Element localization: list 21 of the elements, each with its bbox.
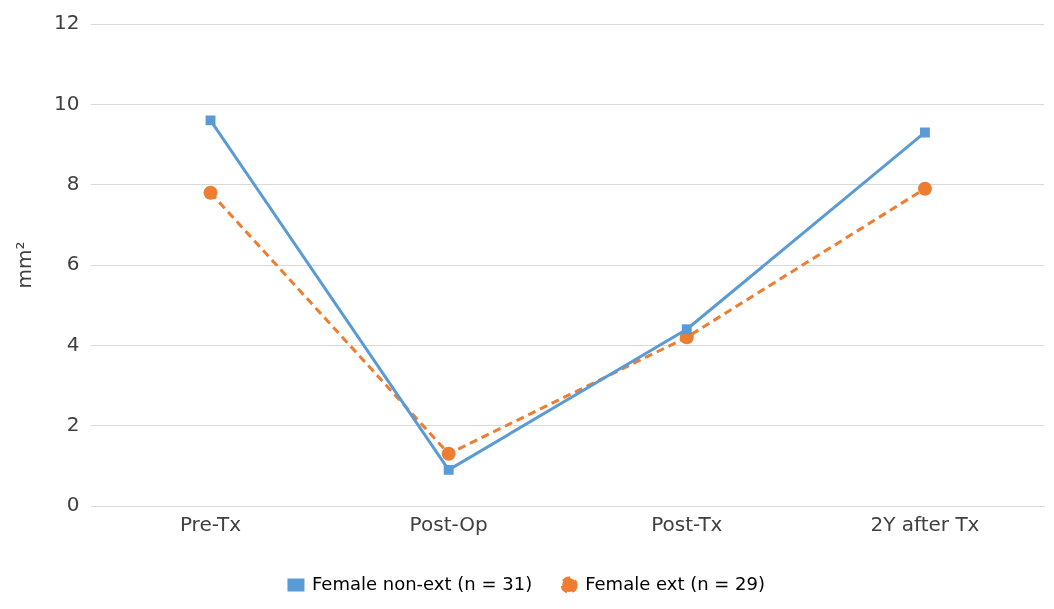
y-axis-title: mm² [12, 241, 37, 289]
y-tick-label: 12 [54, 10, 80, 35]
point [917, 181, 932, 196]
y-tick-label: 6 [66, 251, 80, 276]
point [443, 464, 454, 475]
point [441, 446, 456, 461]
x-tick-label: Post-Tx [651, 512, 723, 537]
legend-label: Female ext (n = 29) [585, 572, 766, 594]
point [681, 324, 692, 335]
point [205, 115, 216, 126]
point [919, 127, 930, 138]
y-tick-label: 10 [54, 90, 80, 115]
legend-label: Female non-ext (n = 31) [311, 572, 533, 594]
y-tick-label: 2 [66, 411, 80, 436]
x-tick-label: 2Y after Tx [870, 512, 980, 537]
point [203, 185, 218, 200]
y-tick-label: 0 [66, 492, 80, 517]
y-tick-label: 4 [66, 331, 80, 356]
x-tick-label: Post-Op [409, 512, 488, 537]
x-tick-label: Pre-Tx [179, 512, 242, 537]
y-tick-label: 8 [66, 170, 80, 195]
